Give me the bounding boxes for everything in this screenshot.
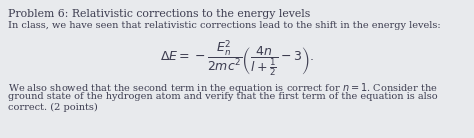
- Text: ground state of the hydrogen atom and verify that the first term of the equation: ground state of the hydrogen atom and ve…: [8, 92, 438, 101]
- Text: Problem 6: Relativistic corrections to the energy levels: Problem 6: Relativistic corrections to t…: [8, 9, 310, 19]
- Text: In class, we have seen that relativistic corrections lead to the shift in the en: In class, we have seen that relativistic…: [8, 21, 441, 30]
- Text: $\Delta E = -\dfrac{E_n^2}{2mc^2}\left(\dfrac{4n}{l+\frac{1}{2}}-3\right).$: $\Delta E = -\dfrac{E_n^2}{2mc^2}\left(\…: [160, 38, 314, 79]
- Text: We also showed that the second term in the equation is correct for $n = 1$. Cons: We also showed that the second term in t…: [8, 81, 438, 95]
- Text: correct. (2 points): correct. (2 points): [8, 103, 98, 112]
